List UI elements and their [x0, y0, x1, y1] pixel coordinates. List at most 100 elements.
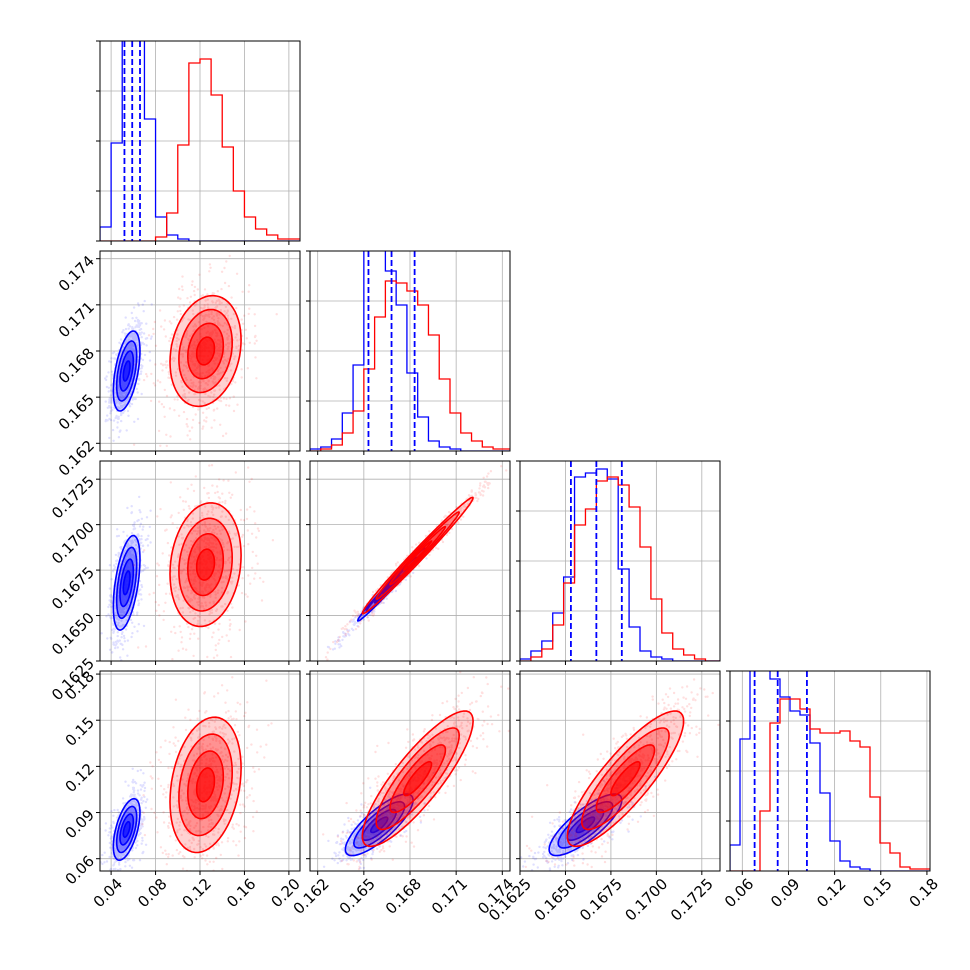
x-axis-3: 0.06 0.09 0.12 0.15 0.18	[721, 871, 942, 911]
contour-line-blue	[370, 816, 389, 834]
scatter-panel-2-1	[309, 460, 511, 662]
x-tick-label: 0.168	[382, 875, 425, 918]
y-tick-label: 0.165	[55, 390, 98, 433]
y-tick-label: 0.15	[62, 714, 98, 750]
density-fill-blue	[576, 817, 595, 833]
contour-line-blue	[112, 330, 141, 412]
contour-line-red	[361, 496, 474, 615]
x-tick-label: 0.1650	[531, 875, 581, 925]
scatter-panel-3-2	[519, 670, 721, 872]
contour-line-red	[595, 744, 656, 814]
contour-line-red	[186, 533, 225, 597]
histogram-blue-series	[730, 671, 930, 871]
x-tick-label: 0.18	[906, 875, 942, 911]
contour-line-blue	[115, 340, 138, 402]
contour-line-blue	[122, 821, 131, 839]
x-tick-label: 0.1725	[667, 875, 717, 925]
y-tick-label: 0.1675	[48, 563, 98, 613]
histogram-blue-series	[100, 41, 300, 241]
histogram-red-series	[730, 698, 930, 871]
contour-line-blue	[115, 546, 138, 620]
x-tick-label: 0.15	[859, 875, 895, 911]
scatter-panel-3-1	[309, 670, 511, 872]
x-tick-label: 0.165	[336, 875, 379, 918]
histogram-panel-3	[729, 670, 931, 872]
contour-line-red	[169, 294, 242, 408]
contour-line-blue	[344, 793, 414, 857]
x-tick-label: 0.06	[721, 875, 757, 911]
contour-line-red	[402, 761, 433, 797]
density-fill-red	[196, 767, 215, 802]
contour-line-red	[169, 716, 242, 854]
histogram-red-series	[100, 58, 300, 241]
contour-line-blue	[352, 801, 406, 849]
density-fill-red	[610, 761, 640, 796]
y-tick-label: 0.1725	[48, 472, 98, 522]
contour-line-blue	[557, 801, 614, 849]
scatter-panel-3-0	[99, 670, 301, 872]
axes-frame	[519, 670, 721, 872]
histogram-panel-2	[519, 460, 721, 662]
x-tick-label: 0.04	[90, 875, 126, 911]
y-tick-label: 0.162	[55, 437, 98, 480]
histogram-panel-0	[96, 40, 301, 242]
histogram-red-series	[520, 476, 720, 661]
contour-line-blue	[119, 558, 135, 608]
contour-line-red	[375, 511, 461, 600]
y-tick-label: 0.168	[55, 344, 98, 387]
contour-line-red	[169, 502, 242, 628]
x-axis-0: 0.04 0.08 0.12 0.16 0.20	[90, 871, 304, 911]
x-tick-label: 0.08	[134, 875, 170, 911]
contour-line-blue	[112, 534, 141, 631]
contour-line-red	[186, 750, 225, 820]
y-axis-3: 0.060.090.120.150.18	[62, 667, 100, 888]
x-tick-label: 0.09	[767, 875, 803, 911]
x-tick-label: 0.1700	[622, 875, 672, 925]
scatter-panel-1-0	[99, 250, 301, 452]
contour-line-blue	[119, 813, 135, 846]
density-fill-red	[196, 549, 215, 581]
x-axis-1: 0.162 0.165 0.168 0.171 0.174	[290, 871, 517, 918]
contour-line-red	[389, 744, 447, 814]
histogram-red-series	[310, 280, 510, 451]
contour-line-red	[610, 761, 641, 797]
x-tick-label: 0.12	[813, 875, 849, 911]
contour-line-red	[402, 540, 433, 571]
contour-line-red	[566, 710, 685, 848]
x-tick-label: 0.171	[428, 875, 471, 918]
contour-line-red	[389, 525, 447, 586]
y-tick-label: 0.1650	[48, 609, 98, 659]
y-tick-label: 0.09	[62, 806, 98, 842]
x-tick-label: 0.1675	[576, 875, 626, 925]
contour-line-blue	[119, 350, 135, 392]
density-fill-blue	[370, 817, 388, 833]
contour-line-blue	[115, 805, 138, 854]
density-fill-red	[403, 541, 432, 571]
contour-line-red	[195, 548, 216, 581]
contour-line-red	[375, 727, 461, 831]
y-tick-label: 0.174	[55, 252, 98, 295]
contour-line-red	[178, 308, 234, 394]
density-fill-blue	[123, 571, 130, 595]
y-tick-label: 0.171	[55, 298, 98, 341]
scatter-panel-2-0	[99, 460, 301, 662]
density-fill-blue	[123, 361, 130, 381]
density-fill-red	[403, 761, 432, 796]
contour-line-red	[178, 517, 234, 612]
contour-line-red	[186, 322, 225, 380]
histogram-blue-series	[310, 251, 510, 451]
contour-line-red	[580, 727, 670, 831]
density-fill-blue	[123, 821, 130, 838]
contour-line-blue	[122, 570, 131, 596]
y-tick-label: 0.06	[62, 852, 98, 888]
y-tick-label: 0.12	[62, 760, 98, 796]
contour-line-blue	[122, 360, 131, 382]
contour-line-blue	[112, 797, 141, 862]
contour-line-red	[361, 710, 474, 848]
x-tick-label: 0.12	[179, 875, 215, 911]
histogram-panel-1	[309, 250, 511, 452]
contour-line-blue	[575, 816, 596, 834]
